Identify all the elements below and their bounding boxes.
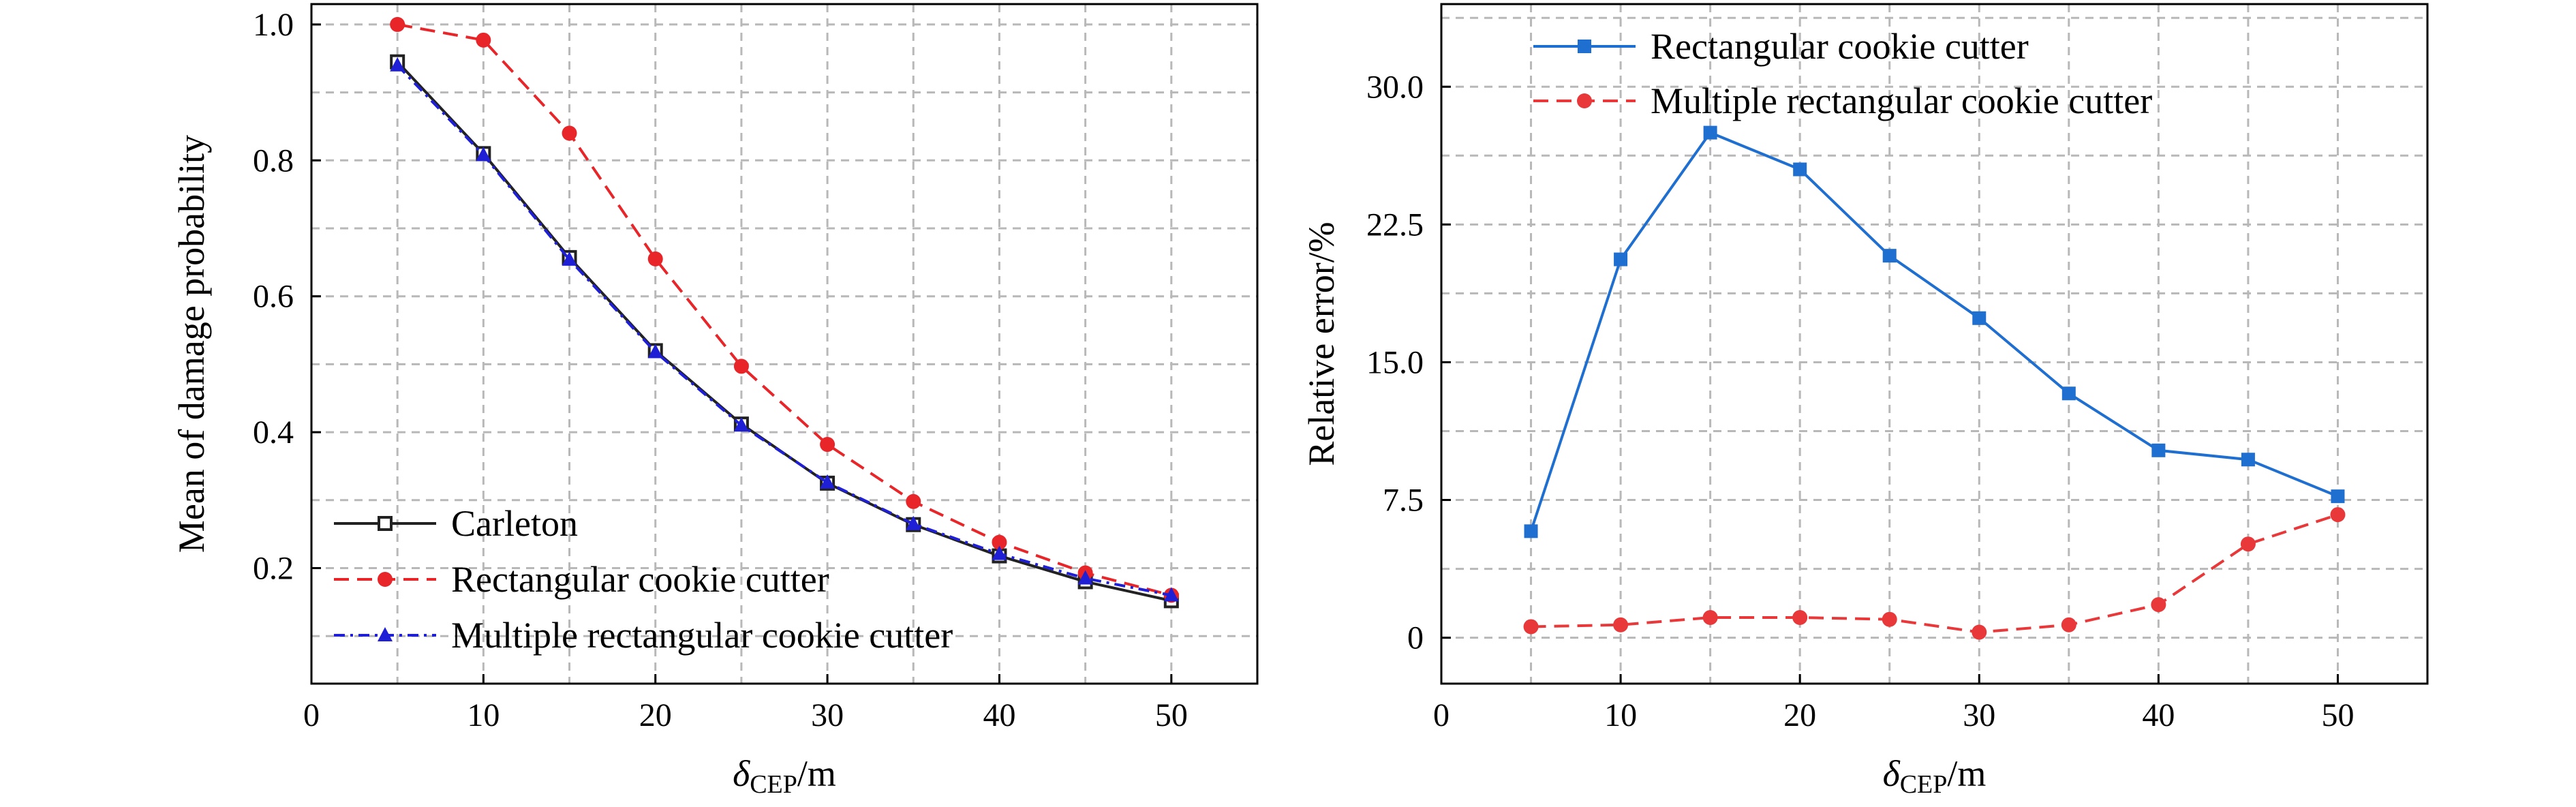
- data-point: [2151, 597, 2166, 613]
- data-point: [1524, 524, 1538, 538]
- x-tick-label: 0: [303, 697, 320, 733]
- data-point: [992, 534, 1007, 550]
- y-tick-label: 22.5: [1366, 207, 1424, 243]
- data-point: [390, 57, 405, 72]
- x-tick-label: 10: [467, 697, 500, 733]
- legend-label: Rectangular cookie cutter: [1651, 26, 2029, 67]
- data-point: [906, 493, 921, 509]
- data-point: [1792, 609, 1808, 625]
- data-point: [1882, 249, 1897, 263]
- data-point: [1077, 570, 1093, 585]
- legend-marker: [378, 516, 393, 531]
- x-tick-label: 40: [2142, 697, 2175, 733]
- y-tick-label: 0: [1407, 620, 1424, 656]
- series-line: [397, 22, 1172, 597]
- x-tick-label: 20: [1783, 697, 1816, 733]
- data-point: [390, 16, 405, 32]
- data-point: [2061, 386, 2076, 401]
- data-point: [1703, 125, 1717, 140]
- data-point: [820, 437, 835, 453]
- y-tick-label: 30.0: [1366, 69, 1424, 105]
- data-point: [2330, 507, 2346, 523]
- data-point: [1163, 587, 1179, 602]
- legend-label: Multiple rectangular cookie cutter: [1651, 80, 2152, 121]
- x-axis-label: δCEP/m: [1883, 753, 1987, 799]
- damage-probability-chart: 0 10 20 30 40 50 0.2 0.4 0.6 0.8 1.0 δCEP/m Mean of …: [171, 3, 1259, 799]
- series-line: [1531, 513, 2339, 634]
- data-point: [562, 125, 577, 141]
- x-tick-label: 30: [811, 697, 844, 733]
- data-point: [906, 515, 921, 530]
- x-tick-label: 50: [1155, 697, 1188, 733]
- x-tick-label: 10: [1604, 697, 1637, 733]
- legend-marker: [378, 627, 393, 641]
- y-tick-label: 0.4: [253, 414, 294, 451]
- data-point: [476, 147, 491, 162]
- plot-frame: [310, 3, 1259, 685]
- legend-marker: [1577, 93, 1592, 108]
- x-tick-label: 40: [983, 697, 1015, 733]
- data-point: [2241, 453, 2255, 467]
- series-line: [396, 64, 1172, 597]
- data-point: [1613, 617, 1629, 633]
- data-point: [647, 251, 663, 267]
- data-point: [1882, 611, 1897, 627]
- y-axis-label: Relative error/%: [1301, 222, 1342, 466]
- data-point: [1972, 311, 1987, 325]
- legend-label: Rectangular cookie cutter: [451, 559, 829, 600]
- data-point: [476, 32, 491, 48]
- plot-frame: [1440, 3, 2429, 685]
- y-tick-label: 15.0: [1366, 344, 1424, 380]
- data-point: [1793, 162, 1807, 177]
- y-tick-label: 0.8: [253, 142, 294, 179]
- legend-marker: [378, 572, 393, 587]
- legend-label: Carleton: [451, 503, 578, 544]
- data-point: [1614, 252, 1628, 267]
- data-point: [1972, 624, 1987, 640]
- y-tick-label: 1.0: [253, 7, 294, 43]
- data-point: [2151, 443, 2166, 457]
- relative-error-chart: 0 10 20 30 40 50 0 7.5 15.0 22.5 30.0 δCEP/m Relativ…: [1301, 3, 2429, 799]
- data-point: [2061, 617, 2076, 633]
- series-line: [1529, 131, 2339, 532]
- x-tick-label: 50: [2321, 697, 2354, 733]
- data-point: [733, 417, 749, 432]
- data-point: [2240, 536, 2256, 552]
- legend-marker: [1578, 40, 1591, 53]
- data-point: [562, 251, 577, 266]
- y-tick-label: 7.5: [1383, 483, 1424, 519]
- data-point: [2331, 489, 2345, 504]
- y-axis-label: Mean of damage probability: [171, 135, 212, 553]
- y-tick-label: 0.2: [253, 551, 294, 587]
- data-point: [992, 545, 1007, 560]
- x-tick-label: 20: [639, 697, 672, 733]
- legend-label: Multiple rectangular cookie cutter: [451, 615, 953, 656]
- data-point: [733, 359, 749, 374]
- y-tick-label: 0.6: [253, 279, 294, 315]
- data-point: [820, 474, 835, 489]
- x-tick-label: 30: [1963, 697, 1995, 733]
- data-point: [1523, 619, 1539, 635]
- x-tick-label: 0: [1433, 697, 1450, 733]
- data-point: [647, 344, 663, 359]
- data-point: [1702, 609, 1718, 625]
- x-axis-label: δCEP/m: [733, 753, 836, 799]
